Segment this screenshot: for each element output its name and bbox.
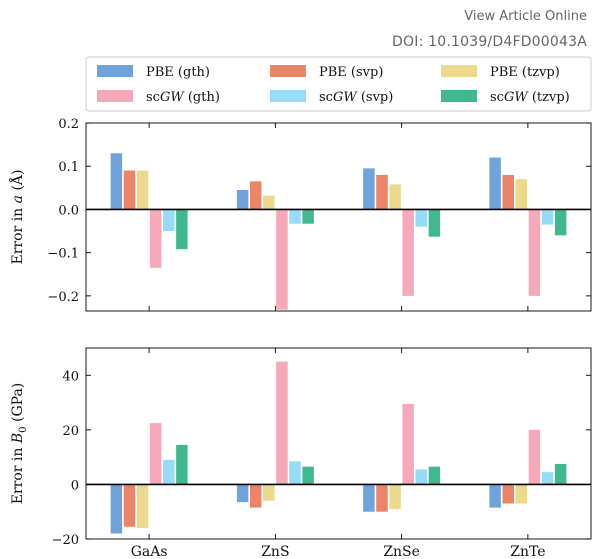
bar-znse-scgw-gth [402,209,414,296]
bar-znte-pbe-gth [489,484,501,508]
bar-zns-scgw-gth [276,361,288,485]
axes-frame [85,347,592,540]
bar-znte-pbe-tzvp [515,484,528,504]
legend-label-scgw-svp: scGW (svp) [319,90,393,105]
bar-gaas-pbe-tzvp [136,484,149,529]
bar-gaas-scgw-gth [149,423,162,485]
bar-zns-scgw-svp [289,461,301,485]
xtick-label-zns: ZnS [261,544,289,559]
bar-znse-scgw-svp [415,209,428,227]
ytick-label: −20 [52,533,79,548]
legend-label-scgw-tzvp: scGW (tzvp) [490,90,570,105]
bar-znte-pbe-tzvp [515,179,528,210]
bar-zns-pbe-tzvp [263,484,275,501]
xtick-label-gaas: GaAs [131,544,168,559]
bar-znte-pbe-gth [489,157,501,210]
bar-gaas-scgw-svp [163,459,175,485]
ytick-label: −0.2 [47,290,79,305]
bar-zns-scgw-svp [289,209,301,224]
bar-znse-scgw-svp [415,469,428,485]
bar-znse-pbe-gth [363,168,375,210]
bar-znse-pbe-tzvp [389,184,401,210]
legend-swatch-pbe-tzvp [441,65,477,77]
view-article-online-link[interactable]: View Article Online [464,9,587,24]
doi-link[interactable]: DOI: 10.1039/D4FD00043A [392,34,587,50]
bar-gaas-pbe-tzvp [136,170,149,210]
legend: PBE (gth) PBE (svp) PBE (tzvp) scGW (gth) sc… [85,56,592,112]
ytick-label: 40 [62,369,79,384]
bar-zns-pbe-svp [249,484,262,508]
legend-swatch-scgw-gth [97,90,133,102]
bar-gaas-pbe-svp [123,170,136,210]
legend-swatch-scgw-svp [270,90,306,102]
bar-gaas-scgw-gth [149,209,162,268]
bar-znte-pbe-svp [502,484,514,504]
ytick-label: 20 [62,424,79,439]
ytick-label: 0.2 [58,117,79,132]
bar-gaas-pbe-gth [110,153,123,210]
legend-label-scgw-gth: scGW (gth) [146,90,220,105]
bar-zns-pbe-svp [249,181,262,210]
bar-gaas-pbe-svp [123,484,136,527]
legend-label-pbe-tzvp: PBE (tzvp) [490,65,560,80]
axes-frame [85,122,592,312]
bar-znse-scgw-gth [402,403,414,485]
bar-zns-scgw-tzvp [302,209,314,224]
legend-label-pbe-svp: PBE (svp) [319,65,383,80]
bar-znte-scgw-svp [541,209,554,225]
bar-zns-pbe-gth [236,484,249,503]
bar-znse-pbe-svp [376,484,388,512]
bar-gaas-pbe-gth [110,484,123,534]
ytick-label: 0.0 [58,203,79,218]
bar-znse-pbe-svp [376,174,388,210]
bar-znte-scgw-tzvp [554,463,567,485]
bar-znse-pbe-tzvp [389,484,401,509]
bar-znse-scgw-tzvp [428,209,441,237]
bar-zns-scgw-gth [276,209,288,310]
bar-znte-pbe-svp [502,174,514,210]
ytick-label: −0.1 [47,247,79,262]
y-axis-label: Error in a (Å) [8,170,26,265]
y-axis-label: Error in B0 (GPa) [10,383,29,505]
bar-znse-scgw-tzvp [428,466,441,485]
bar-gaas-scgw-svp [163,209,175,232]
bar-znte-scgw-tzvp [554,209,567,236]
bar-gaas-scgw-tzvp [176,209,188,250]
bulk-modulus-error-panel: −20 0 20 40 GaAs ZnS ZnSe ZnTe Error in B0 (GPa) [10,347,592,559]
legend-swatch-pbe-svp [270,65,306,77]
ytick-label: 0 [71,478,79,493]
legend-swatch-pbe-gth [97,65,133,77]
ytick-label: 0.1 [58,160,79,175]
legend-swatch-scgw-tzvp [441,90,477,102]
bar-znte-scgw-svp [541,472,554,485]
bar-zns-pbe-tzvp [263,195,275,210]
bar-gaas-scgw-tzvp [176,444,188,485]
xtick-label-znse: ZnSe [383,544,420,559]
xtick-label-znte: ZnTe [510,544,545,559]
bar-znse-pbe-gth [363,484,375,512]
bar-znte-scgw-gth [528,429,541,485]
lattice-error-panel: −0.2 −0.1 0.0 0.1 0.2 Error in a (Å) [8,117,592,312]
bar-zns-pbe-gth [236,189,249,210]
legend-label-pbe-gth: PBE (gth) [146,65,210,80]
bar-znte-scgw-gth [528,209,541,296]
bar-zns-scgw-tzvp [302,466,314,485]
